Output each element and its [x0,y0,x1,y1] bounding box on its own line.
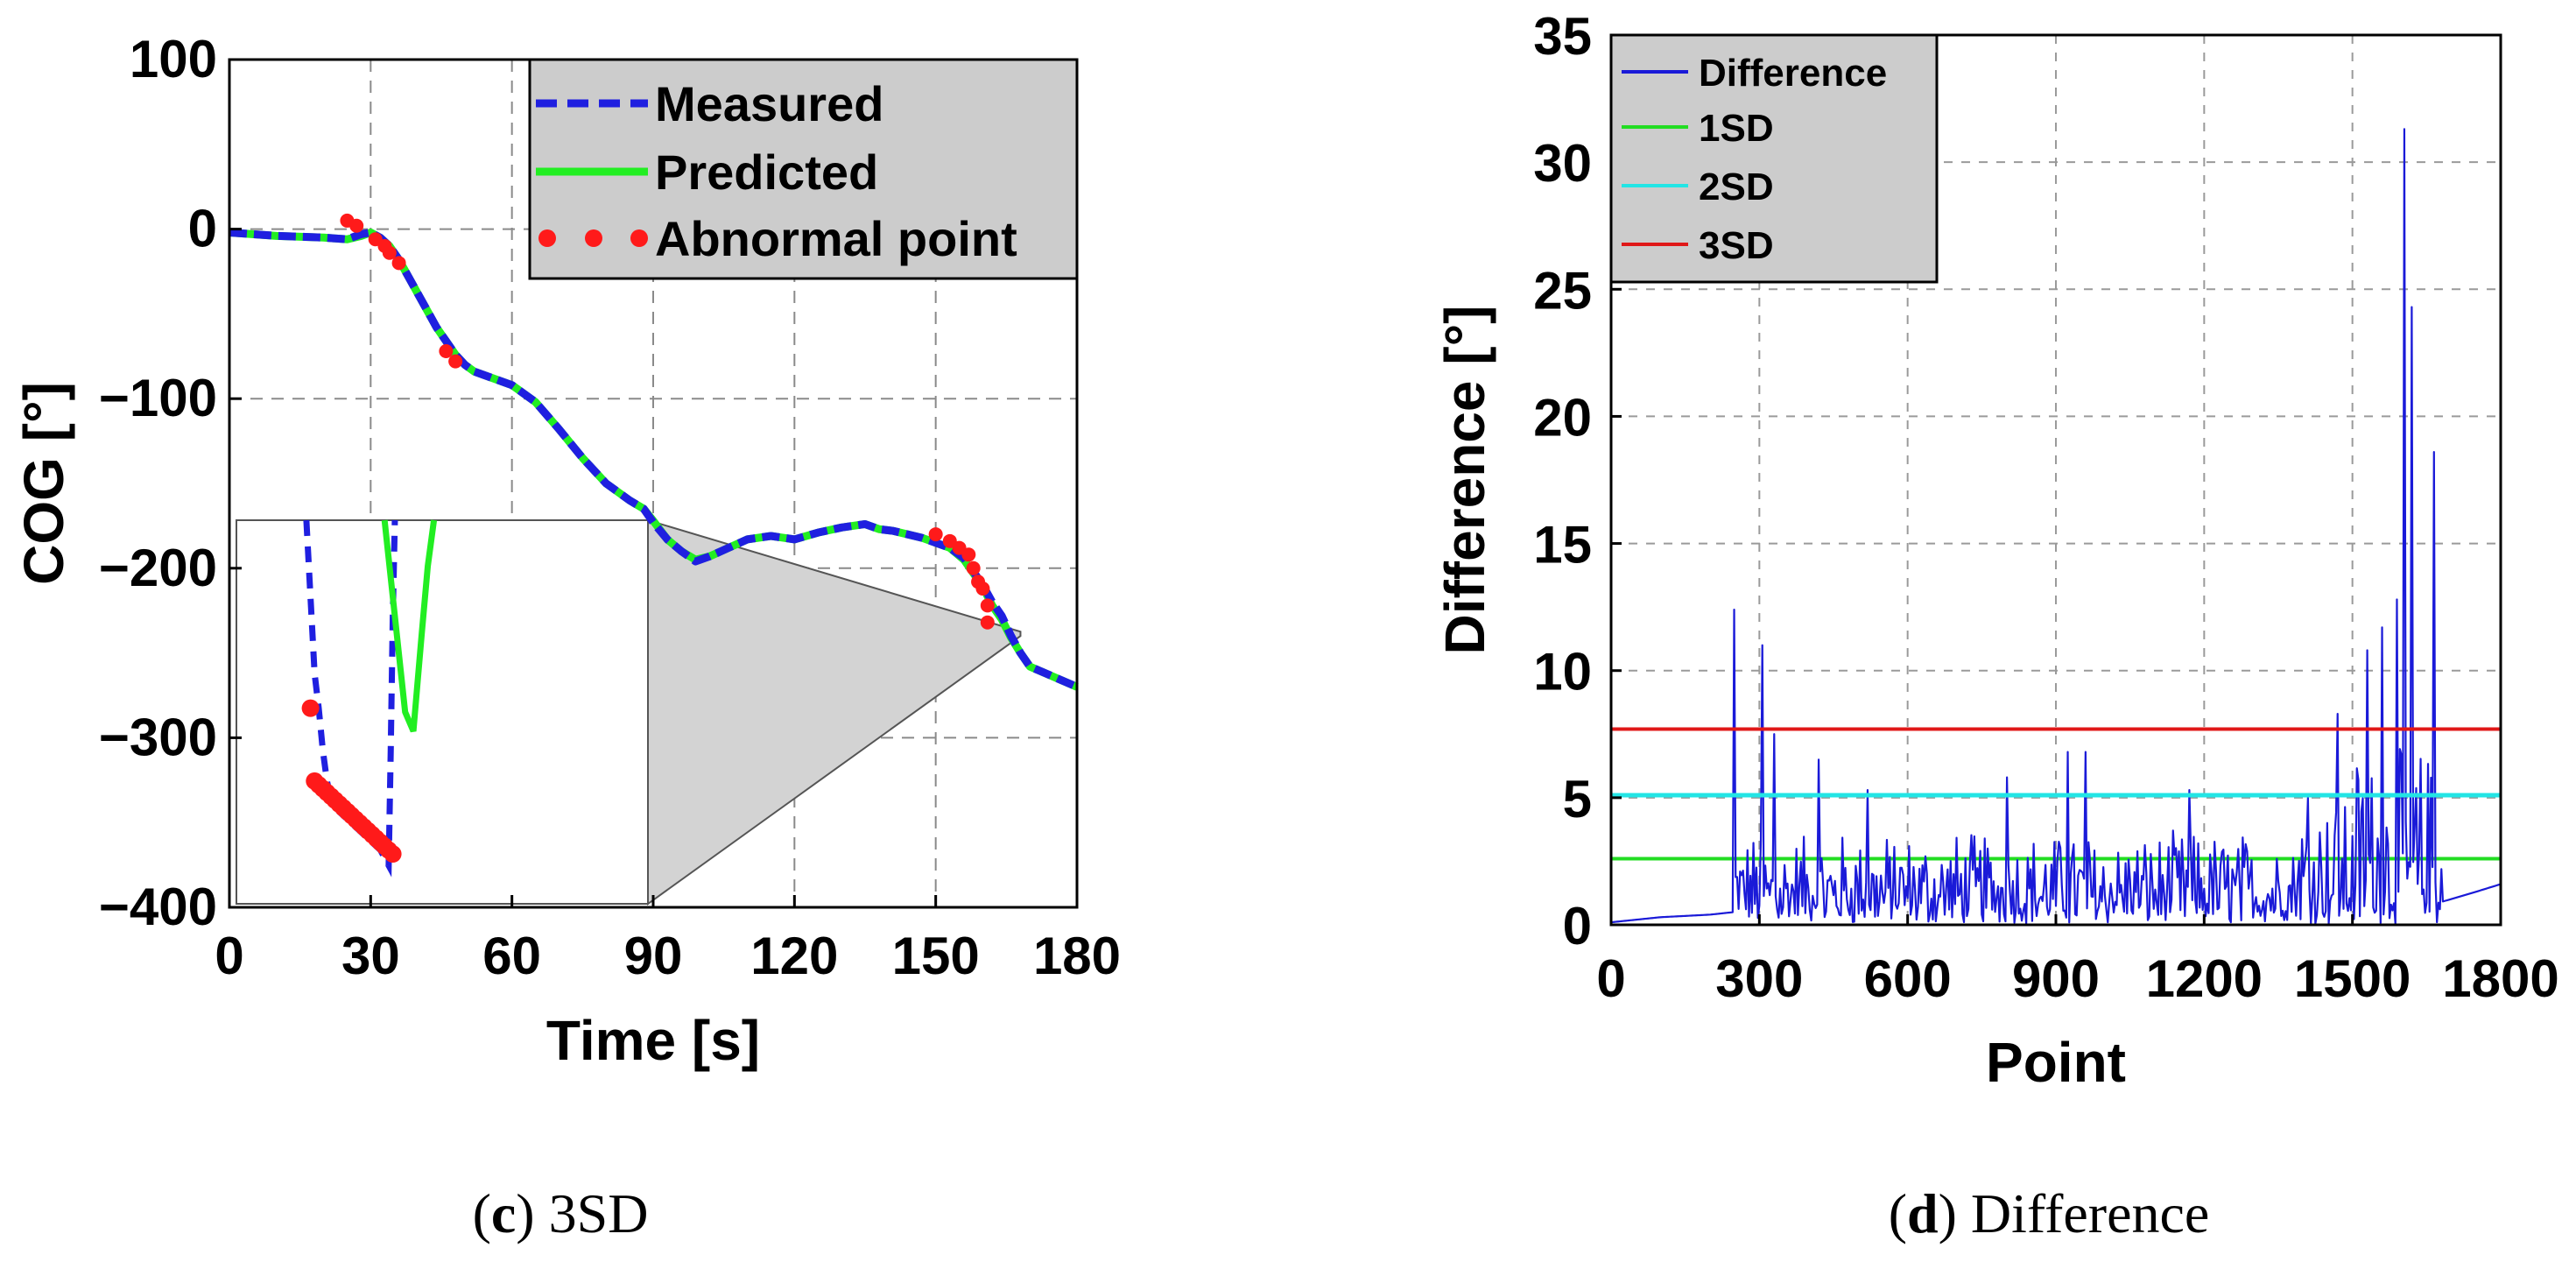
y-tick-label: 0 [1563,897,1592,955]
abnormal-point [349,218,364,233]
x-tick-label: 0 [215,927,243,985]
panel-c-series [229,213,1079,691]
abnormal-point [382,245,397,260]
panel-d-legend: Difference 1SD 2SD 3SD [1609,33,1939,284]
panel-c-legend: Measured Predicted Abnormal point [528,58,1079,280]
legend-measured-label: Measured [655,76,883,131]
y-tick-label: 20 [1533,388,1592,447]
y-tick-label: −100 [99,369,217,427]
y-tick-label: −300 [99,708,217,766]
inset-abnormal-point [301,699,320,717]
x-tick-label: 1800 [2442,949,2558,1008]
caption-c: (c) 3SD [473,1182,649,1244]
y-tick-label: 15 [1533,516,1592,575]
y-tick-label: −400 [99,878,217,936]
legend-abnormal-label: Abnormal point [655,211,1017,266]
y-tick-label: 100 [130,30,217,88]
abnormal-point [439,343,454,358]
x-tick-label: 300 [1715,949,1803,1008]
y-tick-label: 30 [1533,134,1592,193]
y-tick-label: 10 [1533,643,1592,702]
caption-d-text: Difference [1971,1182,2209,1244]
x-tick-label: 60 [482,927,541,985]
panel-d: 0 300 600 900 1200 1500 1800 0 5 10 15 20 25 30 35 Poi… [1433,7,2559,1094]
abnormal-point [966,560,981,575]
abnormal-point [975,582,990,596]
legend-1sd-label: 1SD [1699,107,1774,150]
legend-3sd-label: 3SD [1699,224,1774,267]
difference-line [1610,128,2502,926]
x-tick-label: 90 [624,927,683,985]
caption-d-label: d [1907,1182,1939,1244]
legend-abnormal-marker [538,229,556,247]
abnormal-point [980,615,995,630]
legend-abnormal-marker [630,229,648,247]
inset-box [236,519,649,905]
panel-c-ylabel: COG [°] [12,382,75,585]
y-tick-label: 0 [188,200,217,258]
inset-abnormal-point [384,845,402,864]
caption-d: (d) Difference [1889,1182,2210,1244]
x-tick-label: 120 [750,927,838,985]
x-tick-label: 600 [1864,949,1952,1008]
y-tick-label: 35 [1533,7,1592,66]
abnormal-point [448,354,463,369]
panel-d-ylabel: Difference [°] [1433,306,1496,655]
x-tick-label: 1200 [2146,949,2263,1008]
legend-2sd-label: 2SD [1699,166,1774,208]
x-tick-label: 900 [2012,949,2100,1008]
panel-d-xlabel: Point [1986,1031,2126,1094]
caption-c-text: 3SD [549,1182,649,1244]
y-tick-label: −200 [99,539,217,597]
legend-abnormal-marker [585,229,602,247]
panel-c-ticks: 0 30 60 90 120 150 180 100 0 −100 −200 −300 −400 [99,30,1121,985]
y-tick-label: 25 [1533,261,1592,320]
abnormal-point [980,598,995,613]
panel-d-ticks: 0 300 600 900 1200 1500 1800 0 5 10 15 20 25 30 35 [1533,7,2558,1008]
caption-c-label: c [491,1182,516,1244]
panel-d-legend-box [1609,33,1939,284]
panel-d-series [1610,128,2502,926]
x-tick-label: 150 [892,927,980,985]
abnormal-point [961,547,976,562]
panel-c-inset [236,518,1022,906]
y-tick-label: 5 [1563,770,1592,828]
inset-predicted-line [381,519,438,733]
abnormal-point [928,527,943,542]
legend-difference-label: Difference [1699,52,1887,95]
x-tick-label: 1500 [2294,949,2411,1008]
x-tick-label: 0 [1596,949,1625,1008]
panel-c: 0 30 60 90 120 150 180 100 0 −100 −200 −300 −400 Tim… [12,30,1121,1072]
panel-c-xlabel: Time [s] [546,1009,760,1072]
x-tick-label: 180 [1033,927,1121,985]
abnormal-point [391,256,406,271]
x-tick-label: 30 [341,927,400,985]
legend-predicted-label: Predicted [655,145,878,200]
